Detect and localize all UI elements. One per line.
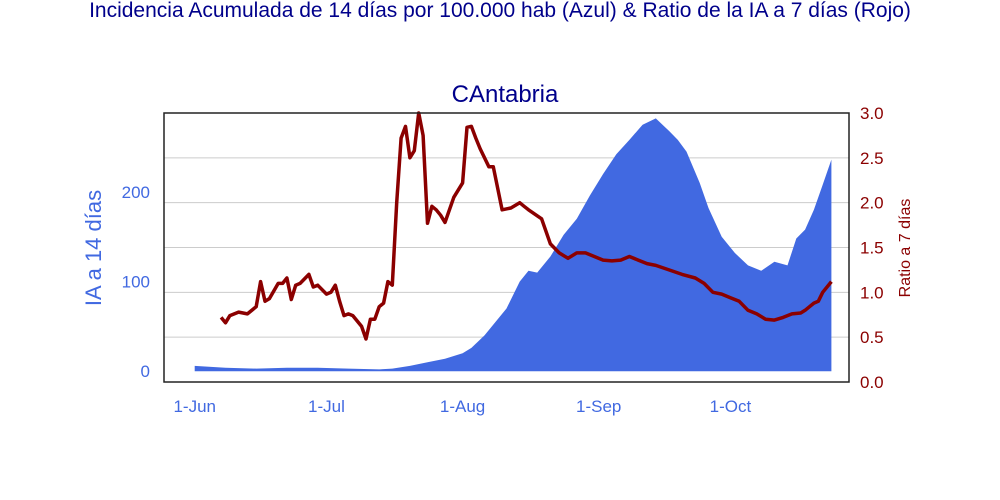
line-layer	[219, 111, 833, 341]
plot-frame	[163, 112, 850, 383]
right-y-tick-label: 2.0	[860, 194, 884, 213]
left-y-axis: 0 100 200	[122, 183, 150, 381]
ia-14-dias-area	[194, 118, 832, 372]
right-y-axis: 0.0 0.5 1.0 1.5 2.0 2.5 3.0	[860, 104, 884, 392]
x-tick-label: 1-Aug	[440, 397, 485, 416]
right-y-tick-label: 0.0	[860, 373, 884, 392]
x-tick-label: 1-Oct	[710, 397, 752, 416]
right-y-tick-label: 1.5	[860, 239, 884, 258]
right-y-tick-label: 1.0	[860, 283, 884, 302]
x-tick-label: 1-Jul	[308, 397, 345, 416]
area-layer	[194, 118, 832, 372]
ratio-7-dias-line	[219, 111, 833, 341]
right-y-tick-label: 0.5	[860, 328, 884, 347]
chart-subtitle: CAntabria	[452, 81, 559, 108]
chart-title: Incidencia Acumulada de 14 días por 100.…	[89, 0, 911, 22]
left-axis-label: IA a 14 días	[81, 190, 106, 306]
right-axis-label: Ratio a 7 días	[897, 199, 914, 298]
left-y-tick-label: 0	[141, 362, 150, 381]
x-axis: 1-Jun 1-Jul 1-Aug 1-Sep 1-Oct	[173, 397, 751, 416]
left-y-tick-label: 100	[122, 273, 150, 292]
right-y-tick-label: 2.5	[860, 149, 884, 168]
right-y-tick-label: 3.0	[860, 104, 884, 123]
left-y-tick-label: 200	[122, 183, 150, 202]
x-tick-label: 1-Jun	[173, 397, 216, 416]
x-tick-label: 1-Sep	[576, 397, 621, 416]
